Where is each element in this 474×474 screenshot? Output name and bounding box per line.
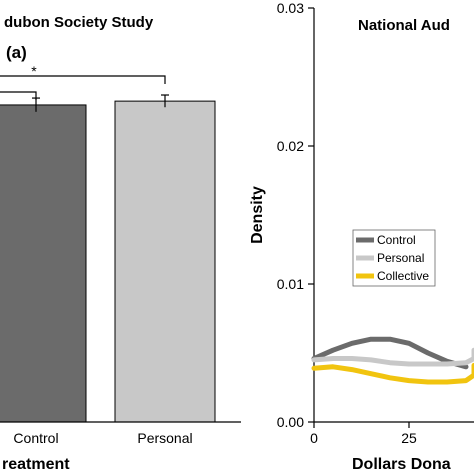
density-legend: Control Personal Collective xyxy=(352,229,436,287)
x-tick-label: 0 xyxy=(310,430,318,446)
y-tick-label: 0.02 xyxy=(277,138,304,154)
legend-box xyxy=(352,229,436,287)
y-tick-label: 0.00 xyxy=(277,414,304,430)
legend-label: Personal xyxy=(377,251,424,265)
density-chart-title: National Aud xyxy=(358,17,450,34)
y-tick-label: 0.03 xyxy=(277,0,304,16)
bar-tick-label: Personal xyxy=(137,430,192,446)
significance-bracket xyxy=(0,91,37,100)
panel-label: (a) xyxy=(6,43,27,62)
bar-x-axis-label: reatment xyxy=(2,456,70,473)
legend-label: Control xyxy=(377,233,416,247)
legend-label: Collective xyxy=(377,269,429,283)
density-chart-panel: National Aud 0.00 0.01 0.02 0.03 0 25 Densit… xyxy=(249,0,474,473)
density-curve-personal xyxy=(311,347,474,367)
significance-marker: * xyxy=(31,63,37,79)
bar-tick-label: Control xyxy=(13,430,58,446)
density-x-axis-label: Dollars Dona xyxy=(352,456,451,473)
bar xyxy=(0,104,87,423)
bar xyxy=(114,100,216,423)
density-curve-collective xyxy=(311,362,474,385)
bar-chart-title: dubon Society Study xyxy=(4,14,154,31)
y-tick-label: 0.01 xyxy=(277,276,304,292)
bar-chart-panel: dubon Society Study (a) * Control Person… xyxy=(0,14,241,473)
x-tick-label: 25 xyxy=(401,430,417,446)
density-y-axis-label: Density xyxy=(249,186,266,244)
density-curve-control xyxy=(311,336,469,370)
significance-bracket xyxy=(0,75,166,84)
